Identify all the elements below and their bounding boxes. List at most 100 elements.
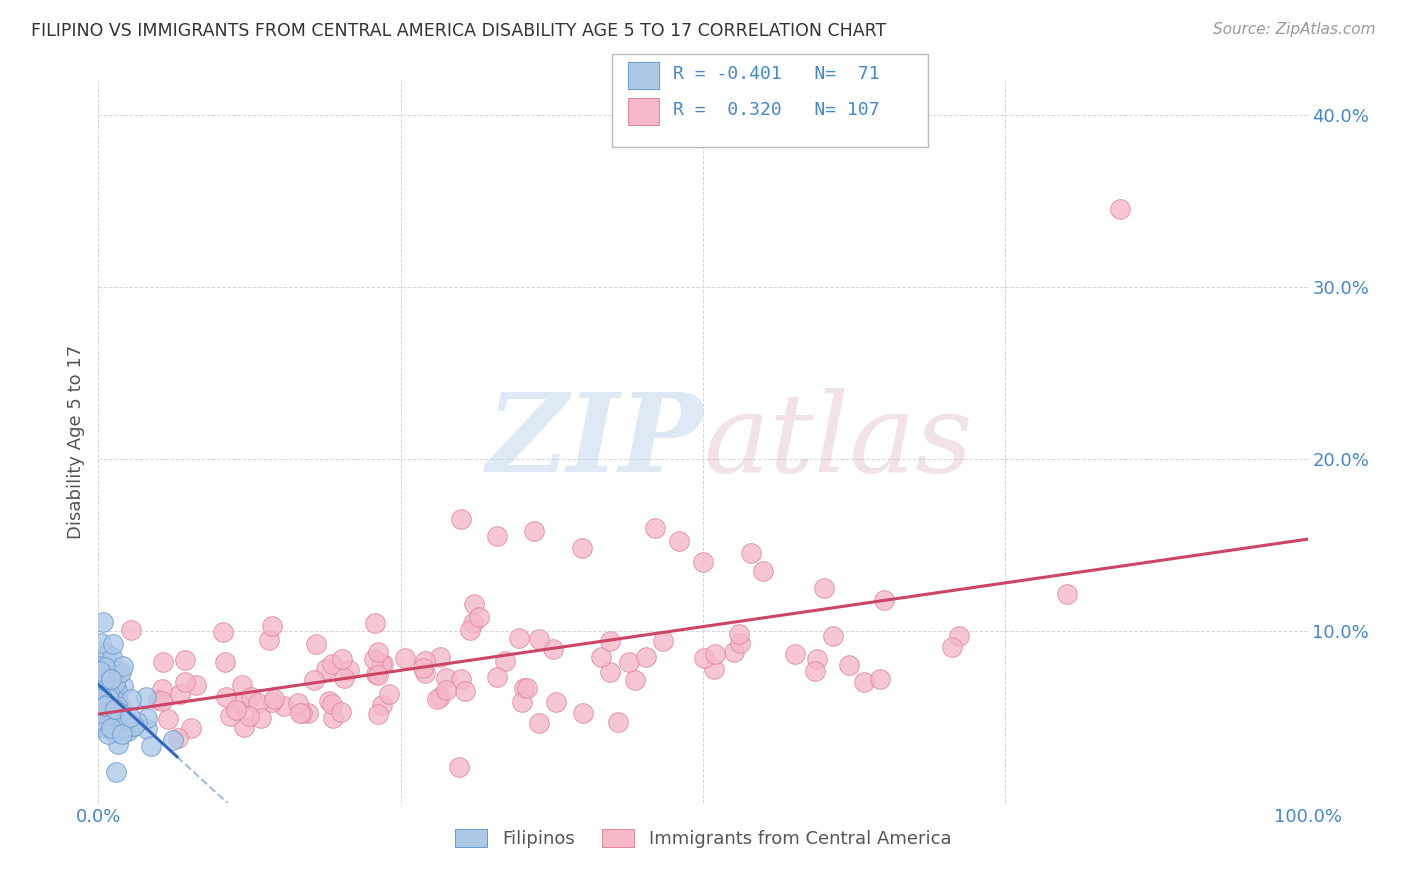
Point (250, 711, 273, 725)
Point (426, 692, 449, 706)
Point (941, 640, 963, 654)
Point (93, 721, 115, 735)
Point (363, 651, 385, 665)
Point (486, 529, 509, 543)
Point (180, 721, 202, 735)
Point (262, 695, 284, 709)
Point (229, 698, 252, 712)
Point (174, 653, 197, 667)
Point (169, 688, 191, 702)
Point (91, 673, 114, 687)
Text: Source: ZipAtlas.com: Source: ZipAtlas.com (1212, 22, 1375, 37)
Point (624, 673, 647, 688)
Point (740, 546, 762, 560)
Point (544, 695, 567, 709)
Point (108, 697, 131, 711)
Point (91, 690, 114, 704)
Point (89, 675, 111, 690)
Point (302, 673, 325, 687)
Point (332, 671, 354, 685)
Y-axis label: Disability Age 5 to 17: Disability Age 5 to 17 (66, 344, 84, 539)
Point (157, 712, 180, 726)
Point (105, 690, 128, 704)
Point (104, 702, 127, 716)
Point (321, 697, 343, 711)
Point (806, 651, 828, 665)
Point (541, 641, 564, 656)
Point (100, 649, 122, 664)
Point (599, 633, 621, 648)
Point (111, 708, 134, 723)
Point (89, 685, 111, 699)
Point (447, 760, 470, 774)
Point (100, 672, 122, 686)
Point (89, 686, 111, 700)
Point (117, 723, 139, 738)
Point (454, 683, 477, 698)
Point (394, 650, 416, 665)
Point (111, 658, 134, 673)
Point (90, 665, 112, 680)
Point (413, 665, 436, 680)
Point (135, 711, 157, 725)
Point (318, 694, 340, 708)
Point (513, 681, 536, 696)
Point (214, 655, 236, 669)
Point (305, 637, 328, 651)
Point (752, 564, 775, 578)
Point (461, 616, 484, 631)
Point (97, 701, 120, 715)
Point (644, 520, 666, 534)
Point (105, 699, 128, 714)
Point (367, 645, 389, 659)
Text: R = -0.401   N=  71: R = -0.401 N= 71 (673, 65, 880, 84)
Point (107, 695, 129, 709)
Point (97, 671, 120, 685)
Point (93, 690, 115, 704)
Point (120, 710, 142, 724)
Point (1056, 587, 1078, 601)
Point (571, 706, 593, 720)
Point (120, 691, 142, 706)
Point (485, 670, 508, 684)
Point (434, 671, 457, 685)
Point (1109, 202, 1132, 217)
Point (97, 727, 120, 741)
Point (96, 647, 118, 661)
Point (139, 739, 162, 754)
Point (468, 610, 491, 624)
Point (240, 690, 263, 704)
Legend: Filipinos, Immigrants from Central America: Filipinos, Immigrants from Central Ameri… (447, 822, 959, 855)
Point (668, 534, 690, 549)
Point (370, 657, 392, 672)
Point (90, 706, 112, 720)
Point (813, 581, 835, 595)
Point (125, 714, 148, 729)
Point (315, 662, 337, 676)
Point (413, 654, 436, 668)
Point (211, 625, 233, 640)
Point (692, 555, 714, 569)
Point (100, 721, 122, 735)
Point (692, 650, 714, 665)
Point (98, 685, 121, 699)
Point (104, 675, 127, 690)
Point (652, 633, 675, 648)
Point (111, 679, 134, 693)
Point (291, 706, 314, 720)
Point (377, 687, 399, 701)
Point (523, 524, 546, 538)
Point (97, 689, 120, 703)
Point (429, 650, 451, 665)
Text: FILIPINO VS IMMIGRANTS FROM CENTRAL AMERICA DISABILITY AGE 5 TO 17 CORRELATION C: FILIPINO VS IMMIGRANTS FROM CENTRAL AMER… (31, 22, 886, 40)
Point (288, 706, 311, 721)
Point (321, 657, 343, 671)
Point (869, 673, 891, 687)
Point (231, 678, 253, 692)
Point (167, 731, 190, 745)
Point (246, 696, 269, 710)
Text: atlas: atlas (703, 388, 973, 495)
Point (90, 713, 112, 727)
Point (152, 655, 174, 669)
Point (364, 616, 387, 631)
